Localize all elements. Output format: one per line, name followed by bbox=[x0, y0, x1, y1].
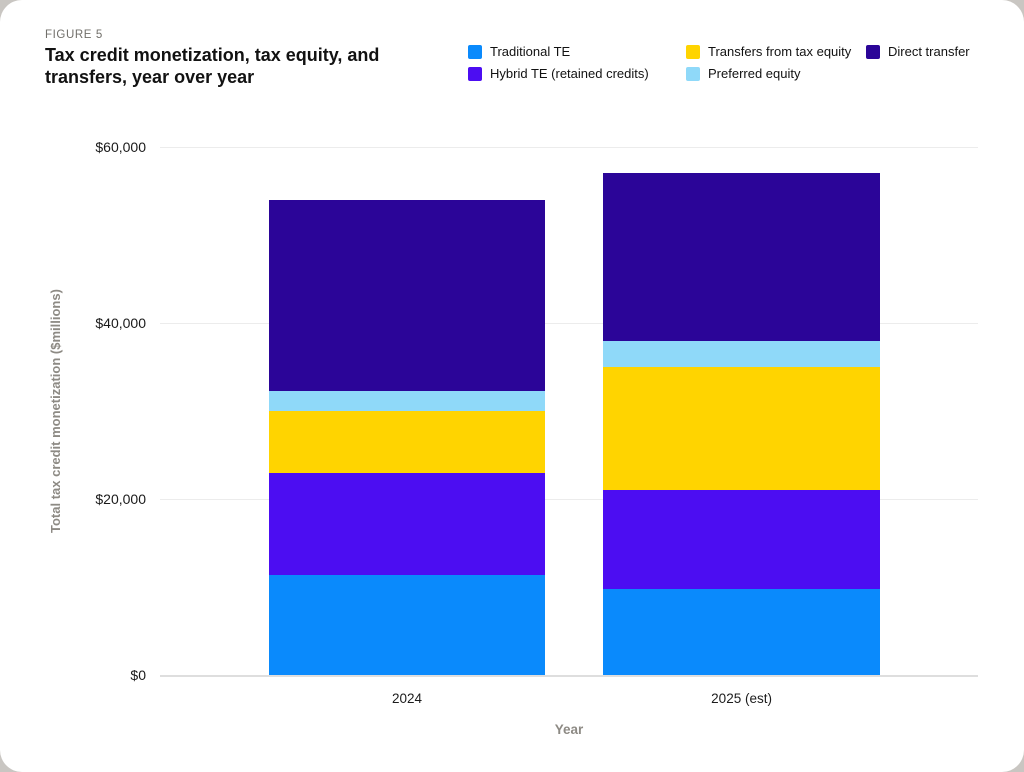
gridline-0 bbox=[160, 675, 978, 677]
legend-label: Preferred equity bbox=[708, 66, 801, 81]
y-tick-label-40000: $40,000 bbox=[95, 315, 146, 331]
x-tick-label-2024: 2024 bbox=[391, 691, 423, 706]
bar-segment-transfers-from-tax-equity bbox=[268, 411, 546, 473]
bar-2024 bbox=[268, 147, 546, 675]
chart-legend: Traditional TE Transfers from tax equity D… bbox=[468, 44, 970, 81]
legend-label: Direct transfer bbox=[888, 44, 970, 59]
bar-2025-est bbox=[603, 147, 880, 675]
figure-label: FIGURE 5 bbox=[45, 29, 103, 41]
bar-segment-transfers-from-tax-equity bbox=[603, 367, 880, 491]
legend-item-direct-transfer: Direct transfer bbox=[866, 44, 970, 59]
legend-label: Traditional TE bbox=[490, 44, 571, 59]
gridline-20000 bbox=[160, 499, 978, 500]
bar-segment-direct-transfer bbox=[603, 173, 880, 341]
y-tick-label-0: $0 bbox=[130, 667, 146, 683]
chart-title: Tax credit monetization, tax equity, and… bbox=[45, 45, 380, 88]
legend-label: Hybrid TE (retained credits) bbox=[490, 66, 649, 81]
bar-segment-direct-transfer bbox=[268, 199, 546, 391]
legend-swatch-icon bbox=[866, 44, 880, 59]
legend-item-hybrid-te-retained-credits: Hybrid TE (retained credits) bbox=[468, 66, 686, 81]
x-tick-label-2025-est: 2025 (est) bbox=[711, 691, 772, 706]
legend-item-traditional-te: Traditional TE bbox=[468, 44, 686, 59]
bar-segment-preferred-equity bbox=[603, 340, 880, 368]
legend-swatch-icon bbox=[468, 44, 482, 59]
bar-segment-hybrid-te-retained-credits bbox=[268, 472, 546, 575]
legend-item-preferred-equity: Preferred equity bbox=[686, 66, 866, 81]
y-tick-label-60000: $60,000 bbox=[95, 139, 146, 155]
gridline-40000 bbox=[160, 323, 978, 324]
bar-segment-traditional-te bbox=[603, 588, 880, 675]
bar-segment-preferred-equity bbox=[268, 390, 546, 412]
y-tick-label-20000: $20,000 bbox=[95, 491, 146, 507]
legend-swatch-icon bbox=[686, 66, 700, 81]
legend-swatch-icon bbox=[468, 66, 482, 81]
legend-item-transfers-from-tax-equity: Transfers from tax equity bbox=[686, 44, 866, 59]
legend-swatch-icon bbox=[686, 44, 700, 59]
plot-area: $0 $20,000 $40,000 $60,000 2024 2025 (est) bbox=[95, 139, 978, 706]
bar-segment-hybrid-te-retained-credits bbox=[603, 490, 880, 589]
legend-label: Transfers from tax equity bbox=[708, 44, 852, 59]
y-axis-title: Total tax credit monetization ($millions… bbox=[48, 289, 63, 533]
x-axis-title: Year bbox=[554, 722, 584, 737]
bar-segment-traditional-te bbox=[268, 574, 546, 675]
gridline-60000 bbox=[160, 147, 978, 148]
